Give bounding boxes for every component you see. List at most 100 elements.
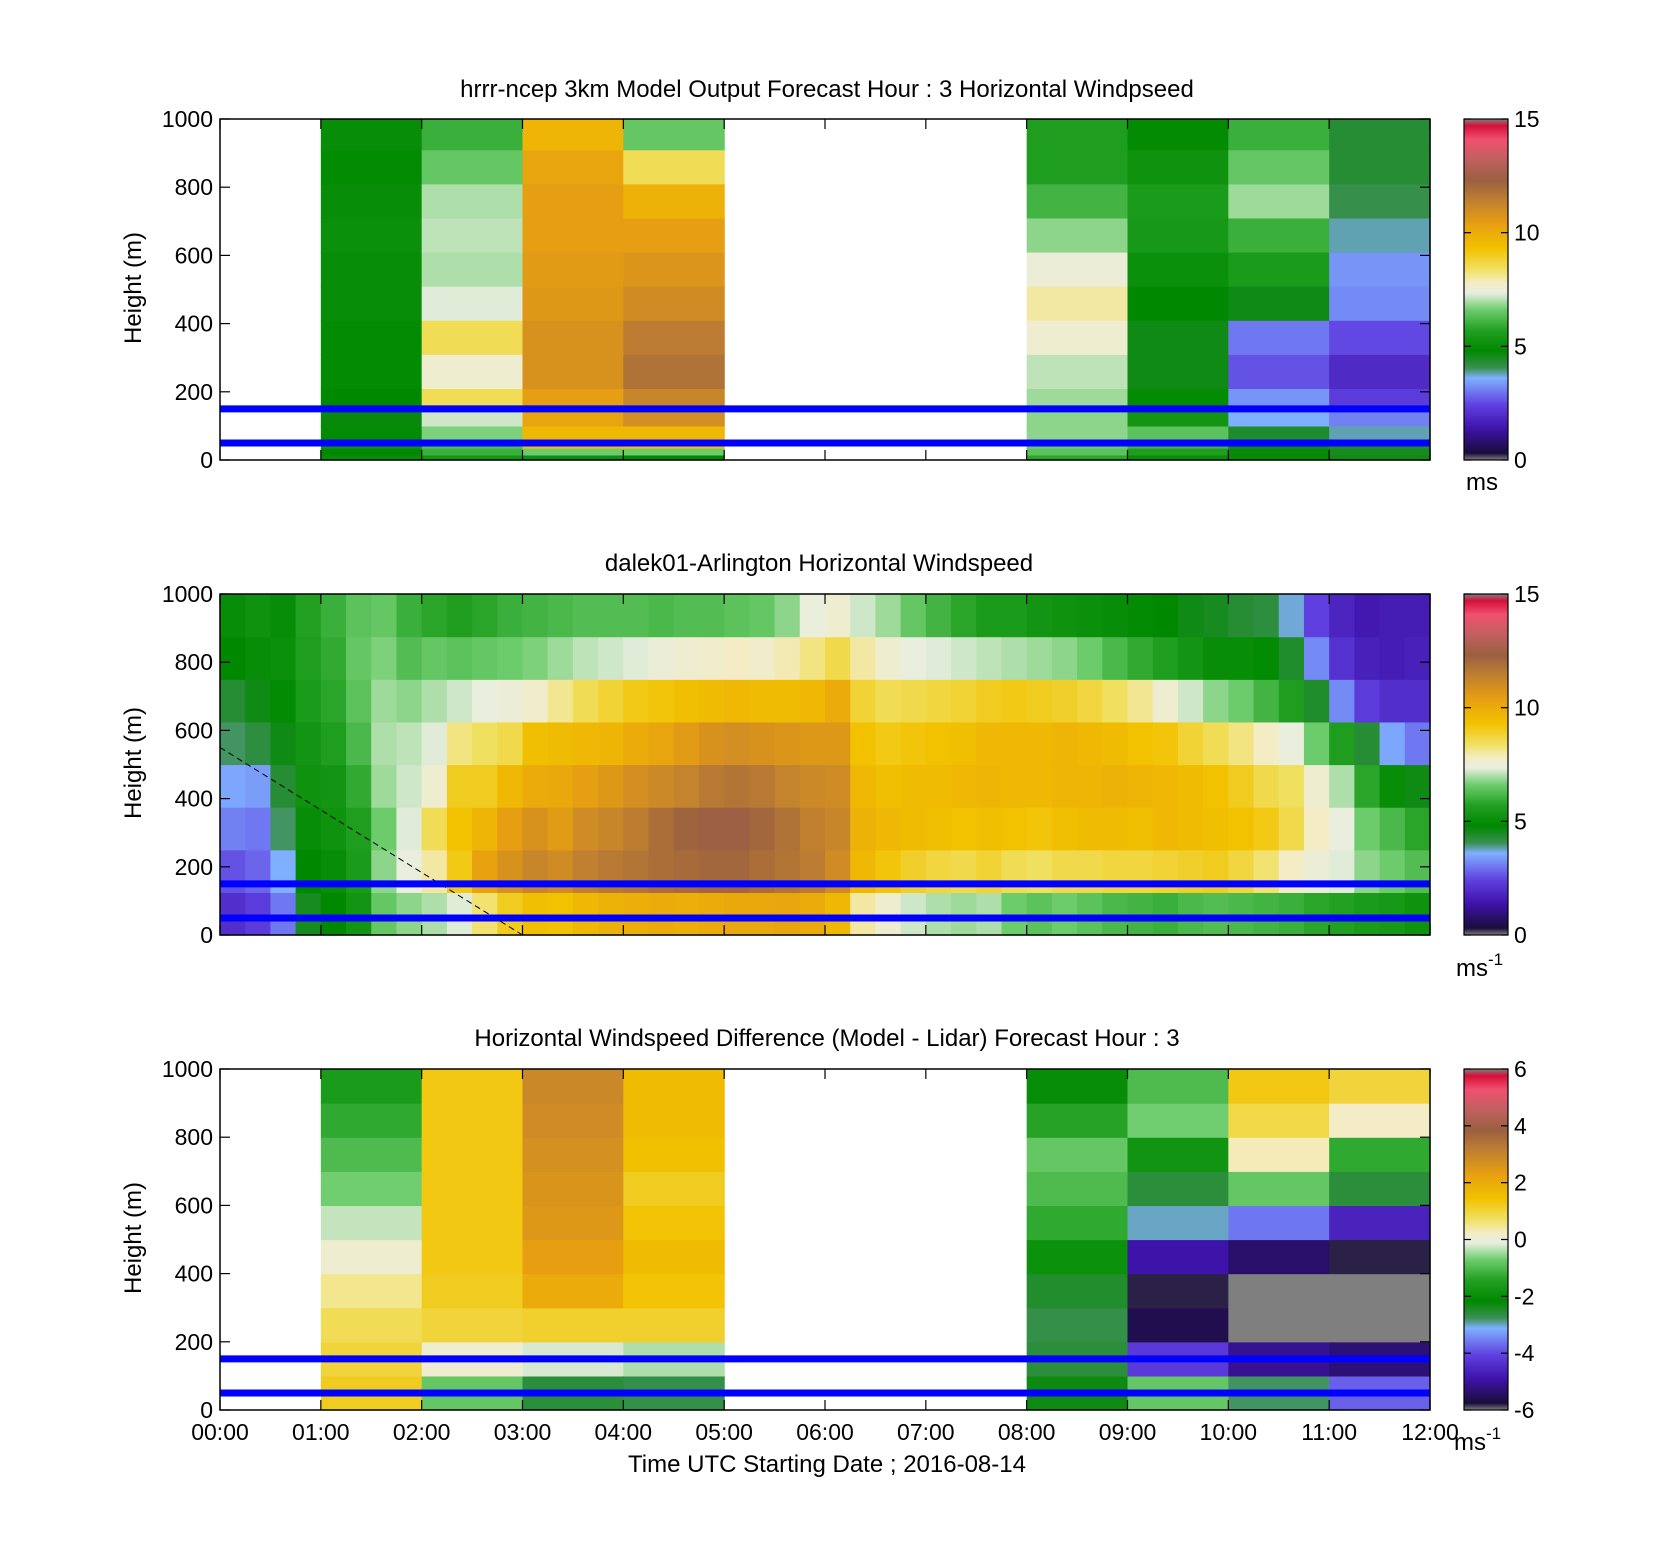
heatmap-cell xyxy=(1152,636,1179,680)
heatmap-cell xyxy=(623,1069,725,1104)
heatmap-cell xyxy=(1026,1171,1129,1206)
heatmap-cell xyxy=(1228,183,1330,219)
panel-difference-xlabel: Time UTC Starting Date ; 2016-08-14 xyxy=(628,1451,1026,1478)
heatmap-cell xyxy=(1404,892,1431,936)
panel-difference-x-ticks: 00:00 01:00 02:00 03:00 04:00 05:00 06:00 07:00… xyxy=(191,1069,1459,1445)
heatmap-cell xyxy=(421,892,448,936)
heatmap-cell xyxy=(1203,764,1229,808)
heatmap-cell xyxy=(572,764,599,808)
heatmap-cell xyxy=(472,807,498,851)
heatmap-cell xyxy=(1102,679,1129,723)
heatmap-cell xyxy=(1127,119,1229,151)
colorbar-tick-label: 10 xyxy=(1514,695,1540,721)
heatmap-cell xyxy=(1026,454,1129,461)
heatmap-cell xyxy=(951,892,977,936)
heatmap-cell xyxy=(673,594,700,638)
heatmap-cell xyxy=(1228,251,1330,287)
heatmap-cell xyxy=(1203,892,1229,936)
heatmap-cell xyxy=(320,149,423,185)
panel-model-x-ticks xyxy=(219,119,1431,460)
x-tick-label: 00:00 xyxy=(191,1419,249,1445)
heatmap-cell xyxy=(1026,1069,1129,1104)
heatmap-cell xyxy=(774,764,801,808)
heatmap-cell xyxy=(1404,594,1431,638)
heatmap-cell xyxy=(1329,892,1355,936)
heatmap-cell xyxy=(1303,764,1330,808)
heatmap-cell xyxy=(320,1103,423,1138)
heatmap-cell xyxy=(1329,721,1355,766)
panel-lidar-reference-lines xyxy=(220,880,1430,922)
heatmap-cell xyxy=(623,354,725,389)
heatmap-cell xyxy=(421,679,448,723)
heatmap-cell xyxy=(598,636,624,680)
heatmap-cell xyxy=(1127,320,1229,355)
heatmap-cell xyxy=(346,892,372,936)
heatmap-cell xyxy=(1077,892,1103,936)
heatmap-cell xyxy=(799,807,826,851)
heatmap-cell xyxy=(1329,1307,1431,1343)
y-tick-label: 400 xyxy=(175,311,213,337)
heatmap-cell xyxy=(522,183,624,219)
heatmap-cell xyxy=(295,764,322,808)
heatmap-cell xyxy=(421,807,448,851)
heatmap-cell xyxy=(1127,636,1154,680)
heatmap-cell xyxy=(1127,1273,1229,1309)
heatmap-cell xyxy=(1354,764,1381,808)
heatmap-cell xyxy=(623,1171,725,1206)
heatmap-cell xyxy=(295,636,322,680)
heatmap-cell xyxy=(850,764,877,808)
heatmap-cell xyxy=(421,1069,524,1104)
heatmap-cell xyxy=(1127,1103,1229,1138)
heatmap-cell xyxy=(270,721,297,766)
heatmap-cell xyxy=(799,594,826,638)
heatmap-cell xyxy=(1026,448,1129,456)
heatmap-cell xyxy=(623,1307,725,1343)
heatmap-cell xyxy=(724,721,750,766)
heatmap-cell xyxy=(472,892,498,936)
heatmap-cell xyxy=(371,594,398,638)
heatmap-cell xyxy=(623,807,650,851)
colorbar-tick-label: -6 xyxy=(1514,1397,1534,1423)
heatmap-cell xyxy=(371,764,398,808)
heatmap-cell xyxy=(623,183,725,219)
heatmap-cell xyxy=(951,721,977,766)
x-tick-label: 09:00 xyxy=(1099,1419,1157,1445)
heatmap-cell xyxy=(1051,807,1078,851)
heatmap-cell xyxy=(1026,764,1053,808)
heatmap-cell xyxy=(1228,1137,1330,1172)
heatmap-cell xyxy=(1102,892,1129,936)
heatmap-cell xyxy=(1228,764,1255,808)
heatmap-cell xyxy=(1253,679,1280,723)
heatmap-cell xyxy=(320,183,423,219)
heatmap-cell xyxy=(799,679,826,723)
heatmap-cell xyxy=(724,807,750,851)
heatmap-cell xyxy=(774,721,801,766)
heatmap-cell xyxy=(522,425,624,444)
heatmap-cell xyxy=(320,388,423,407)
heatmap-cell xyxy=(900,679,927,723)
heatmap-cell xyxy=(623,721,650,766)
colorbar-tick-label: 15 xyxy=(1514,581,1540,607)
heatmap-cell xyxy=(1077,594,1103,638)
heatmap-cell xyxy=(522,1137,624,1172)
heatmap-cell xyxy=(623,679,650,723)
heatmap-cell xyxy=(522,1273,624,1309)
heatmap-cell xyxy=(1379,807,1406,851)
heatmap-cell xyxy=(421,764,448,808)
heatmap-cell xyxy=(1404,764,1431,808)
heatmap-cell xyxy=(421,1307,524,1343)
heatmap-cell xyxy=(522,1171,624,1206)
heatmap-cell xyxy=(220,807,246,851)
heatmap-cell xyxy=(371,679,398,723)
panel-lidar-ylabel: Height (m) xyxy=(120,707,147,819)
heatmap-cell xyxy=(1026,119,1129,151)
heatmap-cell xyxy=(522,892,549,936)
heatmap-cell xyxy=(1026,807,1053,851)
heatmap-cell xyxy=(522,807,549,851)
heatmap-cell xyxy=(1077,764,1103,808)
panel-lidar-colorbar: 0 5 10 15 xyxy=(1463,581,1540,948)
heatmap-cell xyxy=(623,1239,725,1275)
heatmap-cell xyxy=(522,149,624,185)
heatmap-cell xyxy=(1404,721,1431,766)
heatmap-cell xyxy=(522,636,549,680)
